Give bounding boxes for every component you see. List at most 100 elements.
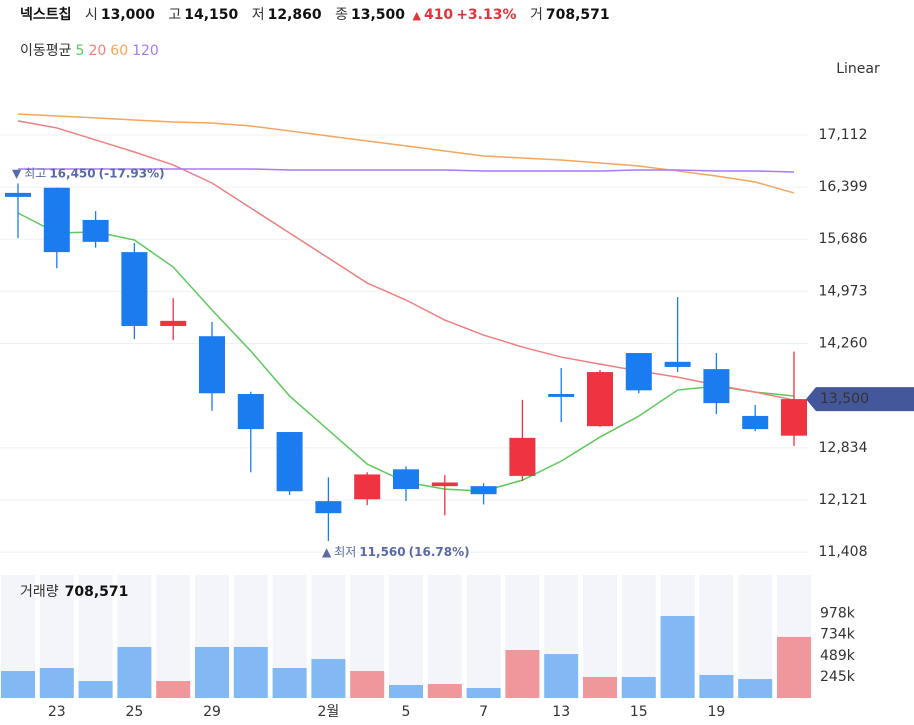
candle-body [470, 486, 497, 495]
volume-band [156, 575, 191, 698]
x-tick-label: 5 [402, 704, 411, 720]
scale-mode[interactable]: Linear [836, 61, 880, 77]
volume-tick-label: 245k [820, 669, 856, 685]
volume-bar [350, 671, 385, 698]
candle-body [276, 432, 303, 492]
max-annotation-pct: (-17.93%) [99, 166, 165, 180]
candle-body [548, 393, 575, 397]
volume-bar [39, 668, 74, 698]
candle-body [121, 252, 148, 326]
candle-body [82, 219, 109, 242]
label: 종 [335, 7, 348, 23]
volume-band [389, 575, 423, 698]
volume: 708,571 [545, 7, 610, 23]
legend-entry: 20 [88, 43, 107, 59]
volume-bar [389, 684, 423, 698]
x-tick-label: 23 [48, 704, 66, 720]
high: 14,150 [184, 7, 239, 23]
volume-total: 708,571 [65, 584, 129, 600]
stock-name: 넥스트칩 [20, 7, 72, 23]
low: 12,860 [267, 7, 322, 23]
legend-entry: 5 [75, 43, 85, 59]
volume-tick-label: 978k [820, 606, 856, 622]
min-annotation: ▲ 최저 11,560 (16.78%) [322, 544, 470, 558]
price-tag [806, 387, 914, 412]
volume-bar [583, 676, 617, 698]
volume-band [427, 575, 462, 698]
min-annotation-pct: (16.78%) [409, 544, 470, 558]
y-tick-label: 14,260 [819, 336, 868, 352]
label: 고 [168, 7, 182, 23]
volume-title: 거래량 708,571 [20, 584, 128, 600]
close: 13,500 [351, 7, 406, 23]
min-annotation-arrow: ▲ [322, 544, 332, 558]
candle-body [237, 393, 264, 430]
open: 13,000 [100, 7, 155, 23]
candle-body [509, 437, 536, 476]
candle-body [625, 353, 652, 391]
candle-body [5, 192, 31, 197]
y-tick-label: 12,121 [819, 492, 868, 508]
ma-line [17, 120, 795, 401]
volume-bar [777, 636, 811, 698]
volume-bar [233, 646, 268, 698]
label: 시 [84, 7, 98, 23]
x-tick-label: 19 [707, 704, 725, 720]
y-tick-label: 15,686 [819, 231, 868, 247]
volume-bar [699, 674, 734, 698]
candle-body [587, 372, 613, 427]
ma-line [17, 113, 795, 194]
label: 거 [529, 7, 543, 23]
volume-bar [195, 646, 229, 698]
arrow: ▲ [412, 9, 421, 22]
max-annotation-value: 16,450 [49, 166, 95, 180]
price-tag-label: 13,500 [820, 391, 869, 407]
candle-body [431, 482, 458, 487]
candle-body [354, 474, 381, 500]
volume-bar [621, 676, 656, 698]
candle-body [315, 501, 342, 514]
candle-body [742, 415, 769, 430]
volume-bar [311, 659, 346, 698]
x-tick-label: 7 [479, 704, 488, 720]
volume-bar [117, 646, 152, 698]
x-tick-label: 2월 [318, 704, 340, 720]
legend-entry: 120 [132, 43, 159, 59]
volume-tick-label: 734k [820, 627, 856, 643]
legend-entry: 60 [110, 43, 129, 59]
change: 410 [423, 7, 454, 23]
volume-band [466, 575, 501, 698]
volume-bar [272, 668, 307, 698]
ma-legend: 이동평균 5 20 60 120 [20, 40, 163, 60]
x-tick-label: 13 [552, 704, 570, 720]
min-annotation-value: 11,560 [359, 544, 405, 558]
y-tick-label: 16,399 [819, 179, 868, 195]
x-tick-label: 25 [125, 704, 143, 720]
volume-band [738, 575, 773, 698]
volume-bar [544, 654, 579, 698]
y-tick-label: 17,112 [819, 127, 868, 143]
y-tick-label: 12,834 [819, 440, 868, 456]
candle-body [199, 336, 225, 394]
volume-title-label: 거래량 [20, 584, 59, 600]
candle-body [43, 187, 70, 253]
legend-title: 이동평균 [20, 43, 72, 59]
volume-bar [156, 681, 191, 698]
x-tick-label: 15 [630, 704, 648, 720]
volume-bar [1, 671, 35, 698]
volume-bar [505, 649, 540, 698]
x-tick-label: 29 [203, 704, 221, 720]
candle-body [664, 361, 691, 367]
candle-body [703, 369, 730, 404]
change-pct: +3.13% [456, 7, 517, 23]
candle-body [393, 469, 419, 490]
label: 저 [251, 7, 265, 23]
y-tick-label: 14,973 [819, 283, 868, 299]
volume-bar [738, 679, 773, 698]
max-annotation-label: 최고 [24, 166, 46, 180]
y-tick-label: 11,408 [819, 544, 868, 560]
ma-line [18, 168, 795, 173]
max-annotation: ▼ 최고 16,450 (-17.93%) [12, 166, 165, 180]
